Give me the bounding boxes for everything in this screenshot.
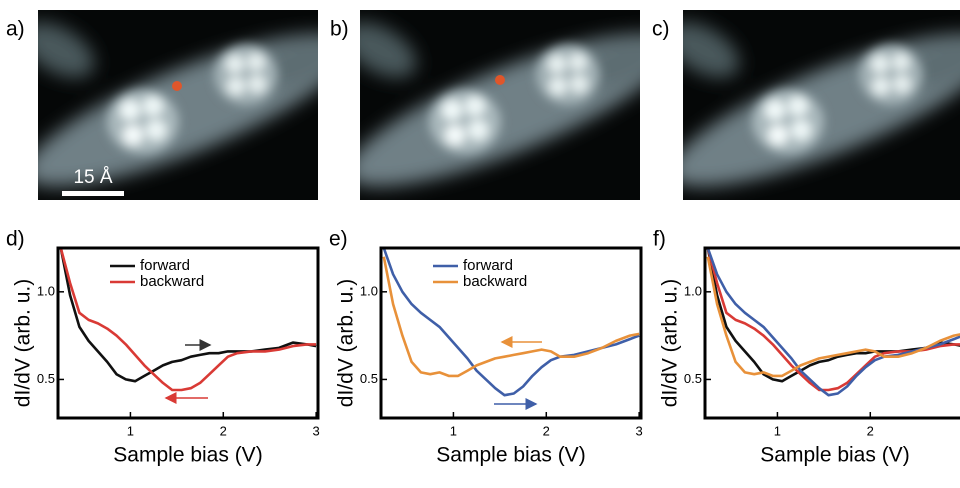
legend-label: backward [463,273,527,290]
panel-label: b) [330,18,349,41]
stm-image [655,6,960,215]
panel-label: a) [6,18,25,41]
tip-position [172,81,182,91]
legend-label: forward [463,257,513,274]
axes-frame [705,248,960,418]
stm-image [10,6,366,215]
x-tick-label: 3 [636,423,643,438]
y-tick-label: 0.5 [37,371,55,386]
y-tick-label: 1.0 [684,283,702,298]
y-tick-label: 1.0 [37,283,55,298]
x-axis-label: Sample bias (V) [436,444,585,467]
x-tick-label: 1 [127,423,134,438]
y-axis-label: dI/dV (arb. u.) [335,279,358,407]
panel-label: e) [329,228,348,251]
y-axis-label: dI/dV (arb. u.) [12,279,35,407]
y-tick-label: 0.5 [684,371,702,386]
data-line [708,248,960,390]
panel-label: c) [652,18,670,41]
stm-image [332,6,688,215]
y-tick-label: 1.0 [360,283,378,298]
x-tick-label: 1 [450,423,457,438]
scale-bar-label: 15 Å [73,167,112,188]
x-axis-label: Sample bias (V) [113,444,262,467]
legend-label: backward [140,273,204,290]
scale-bar [62,191,124,196]
x-axis-label: Sample bias (V) [760,444,909,467]
panel-label: d) [6,228,25,251]
x-tick-label: 2 [867,423,874,438]
y-axis-label: dI/dV (arb. u.) [659,279,682,407]
x-tick-label: 2 [543,423,550,438]
tip-position [495,75,505,85]
x-tick-label: 2 [220,423,227,438]
x-tick-label: 3 [313,423,320,438]
panel-label: f) [653,228,666,251]
legend-label: forward [140,257,190,274]
x-tick-label: 1 [774,423,781,438]
plot-area [708,248,960,395]
y-tick-label: 0.5 [360,371,378,386]
